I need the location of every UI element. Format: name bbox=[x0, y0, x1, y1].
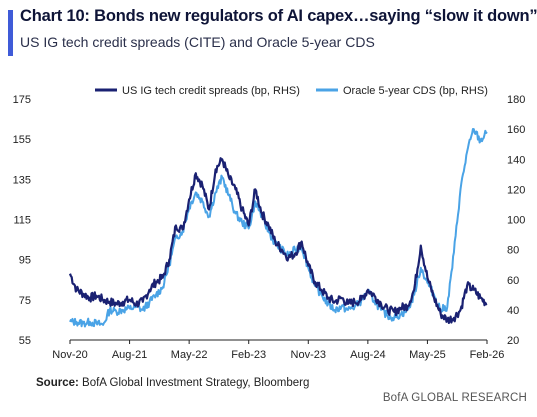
y-right-tick-label: 100 bbox=[507, 215, 525, 227]
x-tick-label: Feb-23 bbox=[231, 349, 266, 361]
y-left-tick-label: 175 bbox=[13, 94, 31, 106]
chart-subtitle: US IG tech credit spreads (CITE) and Ora… bbox=[20, 34, 375, 50]
series-line-us-ig-tech-spreads bbox=[68, 157, 488, 324]
y-left-tick-label: 155 bbox=[13, 134, 31, 146]
x-tick-label: Aug-24 bbox=[350, 349, 385, 361]
y-right-tick-label: 140 bbox=[507, 154, 525, 166]
y-right-tick-label: 120 bbox=[507, 184, 525, 196]
x-tick-label: May-25 bbox=[409, 349, 446, 361]
y-left-tick-label: 115 bbox=[13, 215, 31, 227]
source-text: BofA Global Investment Strategy, Bloombe… bbox=[78, 377, 310, 389]
chart-title: Chart 10: Bonds new regulators of AI cap… bbox=[20, 7, 537, 25]
series-line-oracle-cds bbox=[69, 128, 488, 328]
source-label: Source: bbox=[36, 377, 79, 389]
accent-bar bbox=[8, 10, 13, 56]
legend-item-us-ig-label: US IG tech credit spreads (bp, RHS) bbox=[122, 85, 300, 97]
legend-item-oracle-label: Oracle 5-year CDS (bp, RHS) bbox=[343, 85, 488, 97]
legend: US IG tech credit spreads (bp, RHS) Oracl… bbox=[95, 85, 488, 97]
y-right-tick-label: 20 bbox=[507, 335, 519, 347]
y-right-tick-label: 80 bbox=[507, 245, 519, 257]
y-right-tick-label: 180 bbox=[507, 94, 525, 106]
y-right-tick-label: 40 bbox=[507, 305, 519, 317]
x-tick-label: Aug-21 bbox=[112, 349, 147, 361]
source-note: Source: BofA Global Investment Strategy,… bbox=[36, 377, 309, 389]
y-right-tick-label: 160 bbox=[507, 124, 525, 136]
y-left-tick-label: 135 bbox=[13, 174, 31, 186]
x-tick-label: May-22 bbox=[171, 349, 208, 361]
y-left-axis: 55 75 95 115 135 155 175 bbox=[13, 94, 31, 347]
x-tick-label: Nov-23 bbox=[291, 349, 326, 361]
y-left-tick-label: 55 bbox=[19, 335, 31, 347]
x-axis: Nov-20 Aug-21 May-22 Feb-23 Nov-23 Aug-24 May-… bbox=[52, 339, 505, 361]
series-layer bbox=[68, 128, 488, 328]
y-left-tick-label: 75 bbox=[19, 295, 31, 307]
y-right-tick-label: 60 bbox=[507, 275, 519, 287]
y-right-axis: 20 40 60 80 100 120 140 160 180 bbox=[507, 94, 525, 347]
x-tick-label: Nov-20 bbox=[52, 349, 87, 361]
y-left-tick-label: 95 bbox=[19, 255, 31, 267]
brand-footer: BofA GLOBAL RESEARCH bbox=[382, 392, 527, 404]
x-tick-label: Feb-26 bbox=[470, 349, 505, 361]
